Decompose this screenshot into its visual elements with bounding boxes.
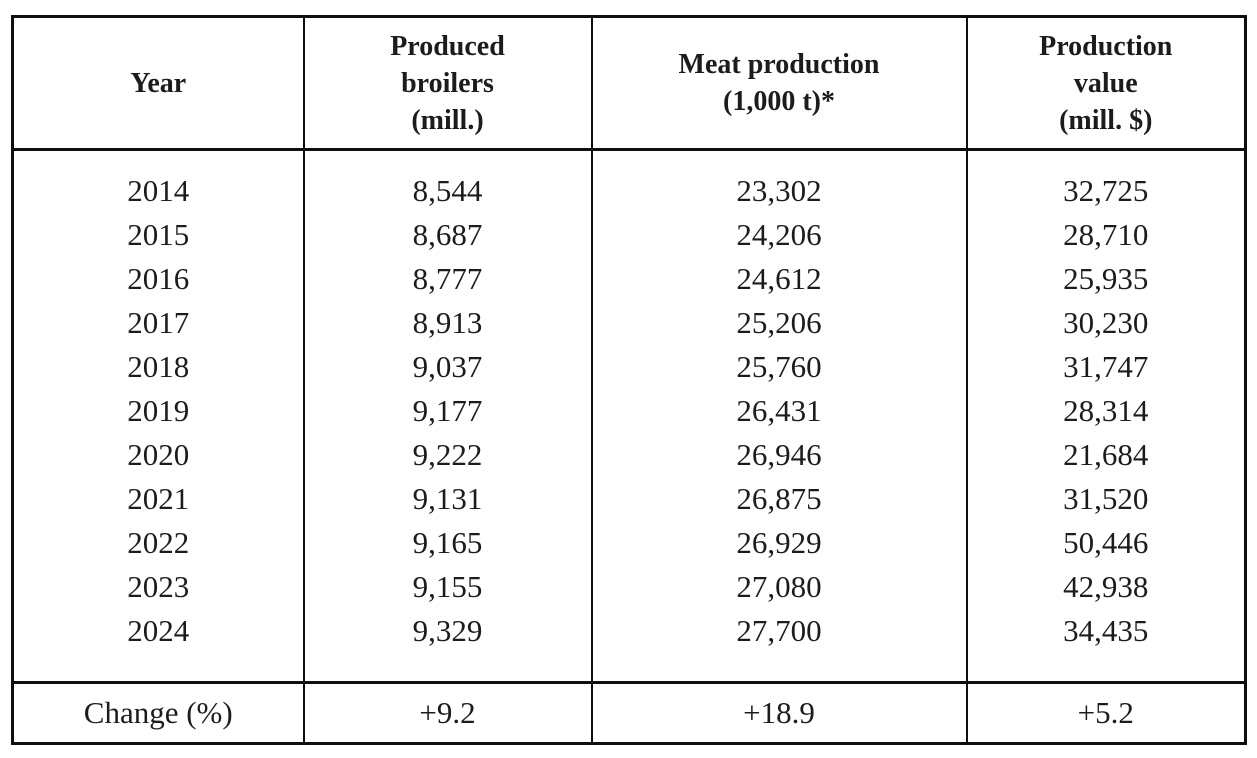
broilers-cell: 9,155: [302, 565, 593, 609]
meat-cell: 23,302: [590, 149, 968, 213]
meat-cell: 24,206: [590, 213, 968, 257]
meat-cell: 26,929: [590, 521, 968, 565]
year-cell: 2023: [11, 565, 305, 609]
change-value-cell: +5.2: [965, 681, 1247, 744]
broilers-cell: 8,777: [302, 257, 593, 301]
header-row: Year Produced broilers (mill.) Meat prod…: [11, 16, 1247, 151]
year-cell: 2020: [11, 433, 305, 477]
table-row: 2014 8,544 23,302 32,725: [11, 149, 1247, 213]
value-cell: 50,446: [965, 521, 1247, 565]
table-row: 2023 9,155 27,080 42,938: [11, 565, 1247, 609]
year-cell: 2016: [11, 257, 305, 301]
broilers-cell: 9,131: [302, 477, 593, 521]
broilers-cell: 9,037: [302, 345, 593, 389]
year-cell: 2018: [11, 345, 305, 389]
table-row: 2015 8,687 24,206 28,710: [11, 213, 1247, 257]
meat-cell: 27,080: [590, 565, 968, 609]
value-cell: 32,725: [965, 149, 1247, 213]
change-broilers-cell: +9.2: [302, 681, 593, 744]
value-cell: 30,230: [965, 301, 1247, 345]
meat-cell: 25,206: [590, 301, 968, 345]
table-row: 2016 8,777 24,612 25,935: [11, 257, 1247, 301]
meat-cell: 26,431: [590, 389, 968, 433]
value-cell: 28,314: [965, 389, 1247, 433]
year-cell: 2022: [11, 521, 305, 565]
value-cell: 31,747: [965, 345, 1247, 389]
change-meat-cell: +18.9: [590, 681, 968, 744]
table-row: 2022 9,165 26,929 50,446: [11, 521, 1247, 565]
table-row: 2024 9,329 27,700 34,435: [11, 609, 1247, 683]
table-row: 2019 9,177 26,431 28,314: [11, 389, 1247, 433]
value-cell: 28,710: [965, 213, 1247, 257]
year-cell: 2014: [11, 149, 305, 213]
broiler-production-table: Year Produced broilers (mill.) Meat prod…: [11, 15, 1247, 745]
meat-cell: 24,612: [590, 257, 968, 301]
table-row: 2021 9,131 26,875 31,520: [11, 477, 1247, 521]
value-cell: 25,935: [965, 257, 1247, 301]
col-header-meat-production: Meat production (1,000 t)*: [590, 16, 968, 151]
meat-cell: 27,700: [590, 609, 968, 683]
col-header-production-value: Production value (mill. $): [965, 16, 1247, 151]
broilers-cell: 8,687: [302, 213, 593, 257]
year-cell: 2015: [11, 213, 305, 257]
broilers-cell: 9,222: [302, 433, 593, 477]
broilers-cell: 9,165: [302, 521, 593, 565]
col-header-year: Year: [11, 16, 305, 151]
table-row: 2018 9,037 25,760 31,747: [11, 345, 1247, 389]
value-cell: 31,520: [965, 477, 1247, 521]
table-footer: Change (%) +9.2 +18.9 +5.2: [11, 681, 1247, 744]
year-cell: 2019: [11, 389, 305, 433]
value-cell: 21,684: [965, 433, 1247, 477]
broilers-cell: 8,544: [302, 149, 593, 213]
change-label-cell: Change (%): [11, 681, 305, 744]
year-cell: 2017: [11, 301, 305, 345]
meat-cell: 25,760: [590, 345, 968, 389]
value-cell: 34,435: [965, 609, 1247, 683]
year-cell: 2024: [11, 609, 305, 683]
table-row: 2020 9,222 26,946 21,684: [11, 433, 1247, 477]
broilers-cell: 9,177: [302, 389, 593, 433]
table-header: Year Produced broilers (mill.) Meat prod…: [11, 16, 1247, 151]
meat-cell: 26,875: [590, 477, 968, 521]
col-header-produced-broilers: Produced broilers (mill.): [302, 16, 593, 151]
broilers-cell: 8,913: [302, 301, 593, 345]
broilers-cell: 9,329: [302, 609, 593, 683]
value-cell: 42,938: [965, 565, 1247, 609]
table-body: 2014 8,544 23,302 32,725 2015 8,687 24,2…: [11, 149, 1247, 683]
year-cell: 2021: [11, 477, 305, 521]
change-row: Change (%) +9.2 +18.9 +5.2: [11, 681, 1247, 744]
meat-cell: 26,946: [590, 433, 968, 477]
table-row: 2017 8,913 25,206 30,230: [11, 301, 1247, 345]
